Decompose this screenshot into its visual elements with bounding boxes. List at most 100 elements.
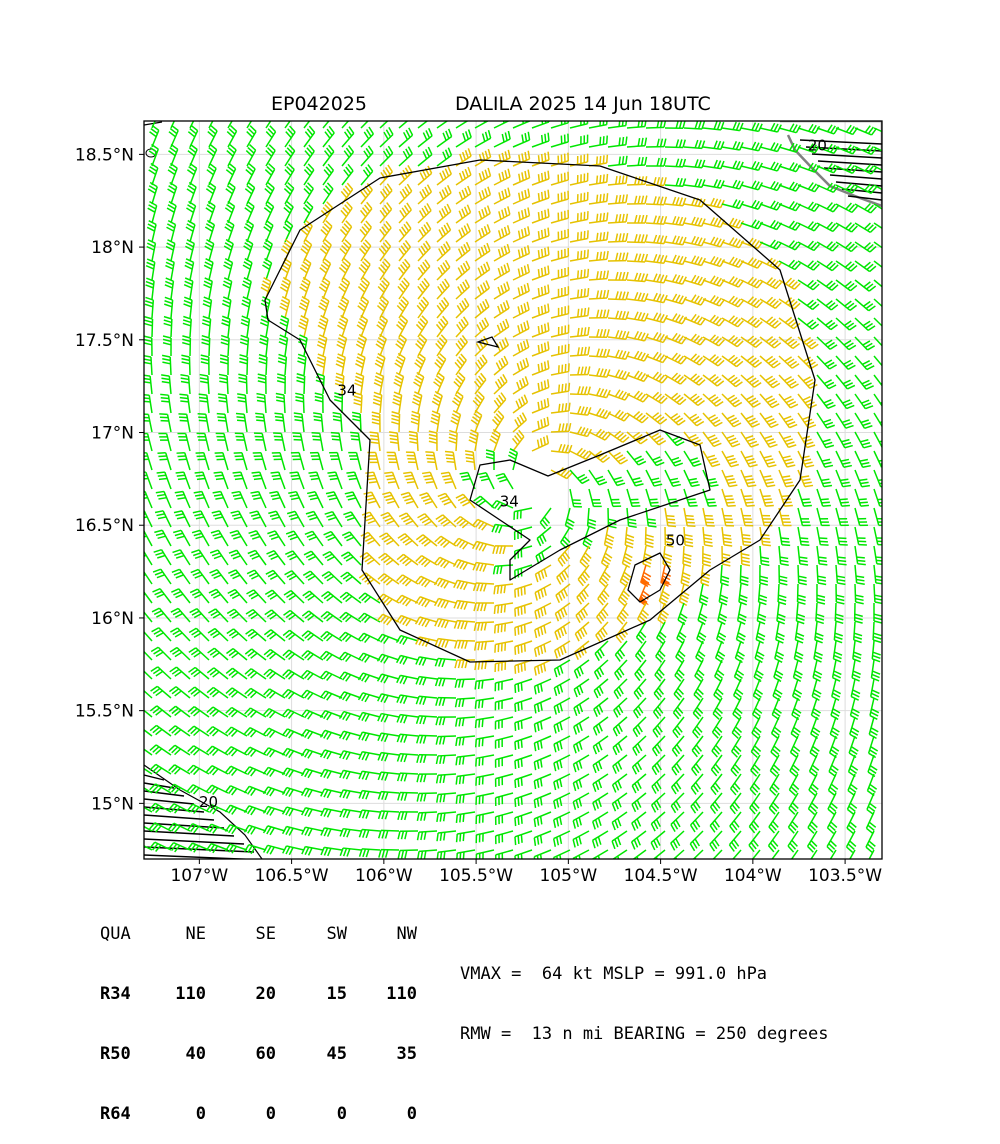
wind-barb — [254, 433, 266, 451]
wind-barb — [282, 768, 304, 777]
wind-barb — [711, 774, 722, 795]
wind-barb — [397, 656, 418, 665]
wind-barb — [874, 223, 895, 233]
wind-barb — [167, 202, 176, 223]
wind-barb — [855, 261, 876, 272]
wind-barb — [830, 717, 839, 739]
wind-barb — [608, 156, 627, 166]
wind-barb — [416, 657, 437, 666]
wind-barb — [665, 178, 686, 186]
wind-barb — [304, 551, 323, 565]
wind-barb — [285, 551, 304, 565]
wind-barb — [151, 647, 171, 660]
wind-barb — [651, 812, 665, 831]
wind-barb — [614, 698, 627, 717]
wind-barb — [513, 226, 529, 242]
wind-barb — [513, 321, 529, 337]
wind-barb — [475, 679, 494, 689]
wind-barb — [681, 565, 690, 586]
wind-barb — [321, 221, 332, 242]
wind-barb — [228, 590, 247, 603]
wind-barb — [234, 453, 247, 470]
wind-barb — [294, 413, 304, 432]
wind-barb — [342, 164, 353, 185]
wind-barb — [302, 847, 323, 856]
wind-barb — [776, 622, 785, 643]
wind-barb — [853, 641, 862, 662]
wind-barb — [874, 318, 894, 331]
wind-barb — [201, 355, 209, 375]
wind-barb — [199, 394, 209, 413]
wind-barb — [416, 535, 437, 546]
wind-barb — [134, 569, 152, 584]
wind-barb — [652, 793, 665, 812]
wind-barb — [144, 317, 152, 337]
wind-barb — [197, 433, 209, 451]
wind-barb — [665, 508, 676, 527]
wind-barb — [554, 698, 570, 715]
wind-barb — [751, 755, 760, 776]
wind-barb — [333, 413, 342, 432]
wind-barb — [788, 850, 798, 871]
wind-barb — [646, 177, 666, 185]
wind-barb — [149, 144, 158, 166]
wind-barb — [575, 622, 589, 641]
wind-barb — [206, 824, 228, 833]
lon-tick-label: 103.5°W — [808, 866, 882, 886]
wind-barb — [773, 679, 782, 701]
wind-barb — [817, 356, 837, 369]
wind-barb — [494, 319, 509, 337]
wind-barb — [266, 126, 276, 147]
wind-barb — [341, 572, 361, 584]
wind-barb — [340, 652, 361, 661]
wind-barb — [794, 660, 803, 681]
wind-barb — [417, 793, 437, 802]
wind-barb — [150, 706, 171, 717]
wind-barb — [361, 108, 374, 128]
wind-barb — [475, 355, 487, 375]
wind-barb — [672, 736, 684, 756]
wind-barb — [323, 183, 333, 204]
lon-tick-label: 106.5°W — [255, 866, 329, 886]
wind-barb — [654, 698, 665, 719]
wind-barb — [798, 222, 819, 231]
wind-barb — [594, 717, 608, 735]
wind-barb — [456, 317, 468, 337]
wind-barb — [721, 565, 729, 586]
wind-barb — [456, 224, 470, 242]
wind-barb — [855, 165, 876, 174]
wind-barb — [779, 394, 798, 408]
table-cell: 45 — [276, 1044, 347, 1064]
wind-barb — [264, 728, 285, 737]
wind-barb — [760, 375, 780, 388]
wind-barb — [798, 124, 819, 133]
wind-barb — [698, 603, 707, 624]
wind-barb — [817, 125, 839, 134]
wind-barb — [741, 142, 762, 151]
wind-barb — [834, 622, 842, 643]
wind-barb — [320, 691, 342, 700]
wind-barb — [779, 163, 800, 172]
wind-barb — [269, 492, 285, 508]
wind-barb — [486, 450, 494, 470]
wind-barb — [532, 209, 549, 223]
wind-barb — [276, 394, 285, 413]
wind-barb — [437, 166, 451, 185]
wind-barb — [207, 707, 228, 717]
wind-barb — [455, 660, 475, 668]
wind-barb — [473, 392, 484, 413]
wind-barb — [272, 453, 285, 470]
wind-barb — [226, 182, 235, 204]
wind-barb — [589, 408, 610, 418]
wind-barb — [494, 131, 510, 147]
wind-barb — [163, 336, 171, 356]
wind-barb — [208, 107, 217, 128]
wind-barb — [391, 412, 399, 432]
wind-barb — [225, 805, 247, 814]
wind-barb — [573, 831, 589, 847]
wind-barb — [399, 240, 410, 261]
wind-barb — [850, 717, 859, 738]
wind-barb — [779, 143, 800, 152]
wind-barb — [192, 530, 209, 546]
wind-barb — [456, 812, 475, 823]
